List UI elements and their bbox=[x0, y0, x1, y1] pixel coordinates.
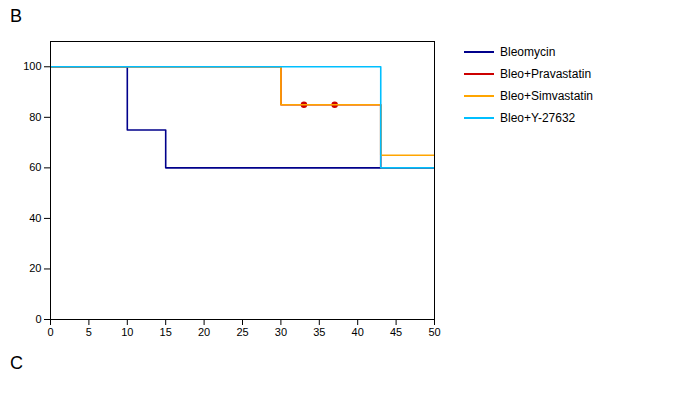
svg-text:30: 30 bbox=[275, 326, 287, 338]
svg-text:40: 40 bbox=[352, 326, 364, 338]
svg-text:60: 60 bbox=[29, 161, 41, 173]
html-text:Bleomycin: Bleomycin bbox=[500, 45, 556, 59]
svg-text:0: 0 bbox=[47, 326, 53, 338]
svg-text:35: 35 bbox=[313, 326, 325, 338]
svg-text:20: 20 bbox=[29, 262, 41, 274]
svg-text:80: 80 bbox=[29, 111, 41, 123]
svg-text:15: 15 bbox=[160, 326, 172, 338]
svg-text:0: 0 bbox=[35, 313, 41, 325]
svg-text:20: 20 bbox=[198, 326, 210, 338]
svg-text:25: 25 bbox=[236, 326, 248, 338]
svg-text:45: 45 bbox=[390, 326, 402, 338]
svg-text:5: 5 bbox=[86, 326, 92, 338]
svg-text:50: 50 bbox=[428, 326, 440, 338]
html-text:Bleo+Simvastatin: Bleo+Simvastatin bbox=[500, 89, 593, 103]
svg-text:40: 40 bbox=[29, 212, 41, 224]
svg-text:100: 100 bbox=[23, 60, 41, 72]
html-text:C: C bbox=[10, 353, 23, 373]
svg-text:10: 10 bbox=[121, 326, 133, 338]
html-text:Bleo+Pravastatin: Bleo+Pravastatin bbox=[500, 67, 592, 81]
html-text:B: B bbox=[10, 6, 22, 26]
html-text:Bleo+Y-27632: Bleo+Y-27632 bbox=[500, 111, 576, 125]
